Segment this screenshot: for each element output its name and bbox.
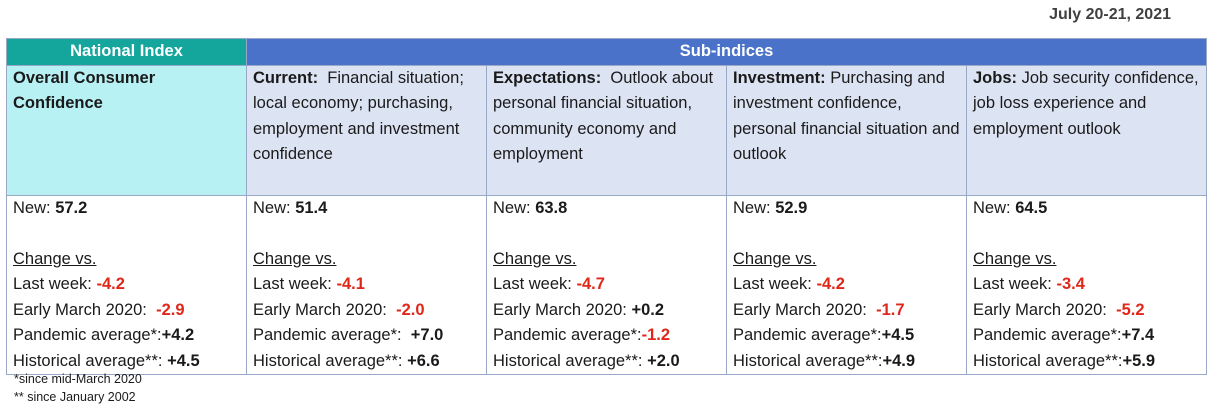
investment-desc: Purchasing and investment confidence, pe… [733,68,960,164]
change-label: Change vs. [973,249,1057,268]
pandemic-label: Pandemic average*: [253,326,402,344]
new-value: 57.2 [55,198,88,217]
expectations-description-cell: Expectations: Outlook about personal fin… [486,64,727,196]
historical-value: +4.5 [167,351,200,370]
change-label: Change vs. [493,249,577,268]
national-index-header: National Index [6,38,247,66]
footnote-pandemic: *since mid-March 2020 [14,372,142,386]
last-week-value: -4.2 [816,275,845,293]
new-value: 51.4 [295,198,328,217]
historical-label: Historical average**: [493,351,643,370]
last-week-label: Last week: [493,275,572,293]
early-march-value: -5.2 [1116,300,1145,319]
last-week-label: Last week: [973,275,1052,293]
historical-label: Historical average**: [13,351,163,370]
data-row: New: 57.2 Change vs. Last week: -4.2 Ear… [6,194,1208,375]
change-label: Change vs. [13,249,97,268]
investment-data-cell: New: 52.9 Change vs. Last week: -4.2 Ear… [726,194,967,375]
last-week-value: -3.4 [1056,275,1085,293]
last-week-label: Last week: [13,275,92,293]
historical-value: +5.9 [1122,351,1156,370]
pandemic-value: +4.5 [881,326,915,344]
last-week-value: -4.2 [96,275,125,293]
expectations-desc: Outlook about personal financial situati… [493,68,714,164]
early-march-value: +0.2 [631,300,665,319]
investment-description-cell: Investment: Purchasing and investment co… [726,64,967,196]
jobs-description-cell: Jobs: Job security confidence, job loss … [965,64,1208,196]
historical-label: Historical average**: [253,351,403,370]
sub-indices-header: Sub-indices [245,38,1208,66]
change-label: Change vs. [253,249,337,268]
last-week-value: -4.7 [576,275,605,293]
new-label: New: [13,198,51,217]
historical-value: +6.6 [407,351,440,370]
new-value: 63.8 [535,198,568,217]
footnote-historical: ** since January 2002 [14,390,136,404]
expectations-data-cell: New: 63.8 Change vs. Last week: -4.7 Ear… [486,194,727,375]
historical-value: +2.0 [647,351,680,370]
early-march-value: -2.0 [396,300,425,319]
jobs-title: Jobs: [973,68,1018,87]
overall-data-cell: New: 57.2 Change vs. Last week: -4.2 Ear… [6,194,247,375]
pandemic-value: +7.0 [410,326,444,344]
pandemic-value: +4.2 [161,326,195,344]
last-week-value: -4.1 [336,275,365,293]
jobs-desc: Job security confidence, job loss experi… [973,68,1199,138]
early-march-label: Early March 2020: [13,300,147,319]
new-label: New: [493,198,531,217]
investment-title: Investment: [733,68,826,87]
pandemic-label: Pandemic average*: [733,326,882,344]
historical-label: Historical average**: [973,351,1123,370]
expectations-title: Expectations: [493,68,602,87]
current-description-cell: Current: Financial situation; local econ… [246,64,487,196]
early-march-value: -2.9 [156,300,185,319]
pandemic-label: Pandemic average*: [493,326,642,344]
pandemic-value: +7.4 [1121,326,1155,344]
new-value: 64.5 [1015,198,1048,217]
early-march-label: Early March 2020: [733,300,867,319]
overall-title: Overall Consumer Confidence [13,68,156,113]
new-value: 52.9 [775,198,808,217]
new-label: New: [253,198,291,217]
early-march-value: -1.7 [876,300,905,319]
historical-label: Historical average**: [733,351,883,370]
early-march-label: Early March 2020: [253,300,387,319]
description-row: Overall Consumer Confidence Current: Fin… [6,64,1208,196]
last-week-label: Last week: [253,275,332,293]
current-desc: Financial situation; local economy; purc… [253,68,464,164]
pandemic-label: Pandemic average*: [13,326,162,344]
current-title: Current: [253,68,319,87]
report-date: July 20-21, 2021 [1049,6,1171,23]
change-label: Change vs. [733,249,817,268]
confidence-table: National Index Sub-indices Overall Consu… [6,38,1208,375]
new-label: New: [973,198,1011,217]
early-march-label: Early March 2020: [973,300,1107,319]
current-data-cell: New: 51.4 Change vs. Last week: -4.1 Ear… [246,194,487,375]
historical-value: +4.9 [882,351,916,370]
early-march-label: Early March 2020: [493,300,627,319]
jobs-data-cell: New: 64.5 Change vs. Last week: -3.4 Ear… [965,194,1208,375]
overall-description-cell: Overall Consumer Confidence [6,64,247,196]
last-week-label: Last week: [733,275,812,293]
header-row: National Index Sub-indices [6,38,1208,66]
new-label: New: [733,198,771,217]
pandemic-value: -1.2 [641,326,671,344]
pandemic-label: Pandemic average*: [973,326,1122,344]
